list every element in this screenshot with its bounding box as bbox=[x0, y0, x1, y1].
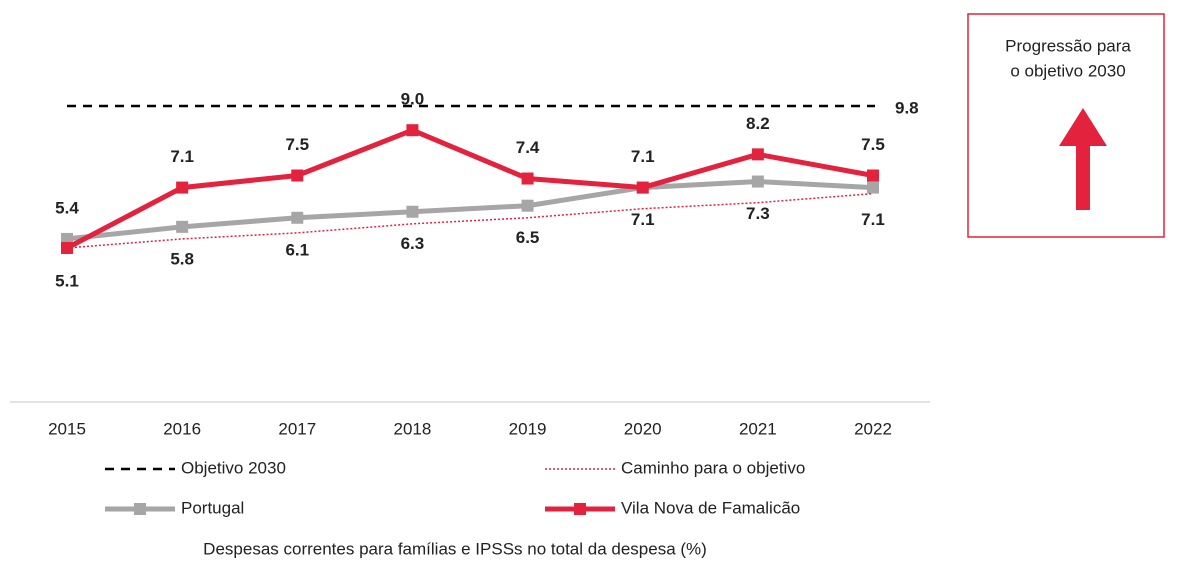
x-tick-label: 2020 bbox=[624, 419, 662, 438]
data-label: 7.3 bbox=[746, 204, 770, 223]
marker bbox=[406, 124, 419, 137]
legend-label: Vila Nova de Famalicão bbox=[621, 498, 800, 517]
marker bbox=[521, 199, 534, 212]
marker bbox=[636, 181, 649, 194]
x-tick-label: 2018 bbox=[394, 419, 432, 438]
data-label: 7.5 bbox=[285, 135, 309, 154]
data-label: 6.5 bbox=[516, 228, 540, 247]
progress-arrow bbox=[1059, 108, 1107, 210]
marker bbox=[867, 169, 879, 182]
marker bbox=[61, 241, 73, 254]
data-label: 7.1 bbox=[861, 210, 885, 229]
data-label: 7.5 bbox=[861, 135, 885, 154]
progress-text: Progressão para bbox=[1005, 36, 1131, 55]
marker bbox=[751, 175, 764, 188]
marker bbox=[406, 205, 419, 218]
legend-label: Caminho para o objetivo bbox=[621, 458, 805, 477]
data-label: 7.1 bbox=[631, 210, 655, 229]
data-label: 8.2 bbox=[746, 114, 770, 133]
data-label: 6.3 bbox=[401, 234, 425, 253]
legend-label: Objetivo 2030 bbox=[181, 458, 286, 477]
marker bbox=[176, 181, 189, 194]
series-line bbox=[65, 127, 874, 251]
marker bbox=[867, 181, 879, 194]
data-label: 7.4 bbox=[516, 138, 540, 157]
target-label: 9.8 bbox=[895, 99, 919, 118]
marker bbox=[291, 211, 304, 224]
x-tick-label: 2019 bbox=[509, 419, 547, 438]
marker bbox=[176, 220, 189, 233]
data-label: 9.0 bbox=[401, 90, 425, 109]
data-label: 6.1 bbox=[285, 240, 309, 259]
legend-label: Portugal bbox=[181, 498, 244, 517]
progress-box bbox=[967, 13, 1165, 238]
x-tick-label: 2021 bbox=[739, 419, 777, 438]
data-label: 5.8 bbox=[170, 249, 194, 268]
caption: Despesas correntes para famílias e IPSSs… bbox=[203, 539, 707, 558]
marker bbox=[61, 232, 73, 245]
data-label: 7.1 bbox=[631, 147, 655, 166]
progress-text: o objetivo 2030 bbox=[1010, 61, 1125, 80]
x-tick-label: 2015 bbox=[48, 419, 86, 438]
marker bbox=[291, 169, 304, 182]
series-line bbox=[66, 179, 874, 242]
data-label: 5.1 bbox=[55, 271, 79, 290]
legend-marker bbox=[574, 503, 586, 515]
marker bbox=[521, 172, 534, 185]
x-tick-label: 2022 bbox=[854, 419, 892, 438]
path-line bbox=[66, 192, 874, 249]
x-tick-label: 2017 bbox=[278, 419, 316, 438]
legend-marker bbox=[134, 503, 146, 515]
data-label: 7.1 bbox=[170, 147, 194, 166]
data-label: 5.4 bbox=[55, 198, 79, 217]
marker bbox=[751, 148, 764, 161]
x-tick-label: 2016 bbox=[163, 419, 201, 438]
